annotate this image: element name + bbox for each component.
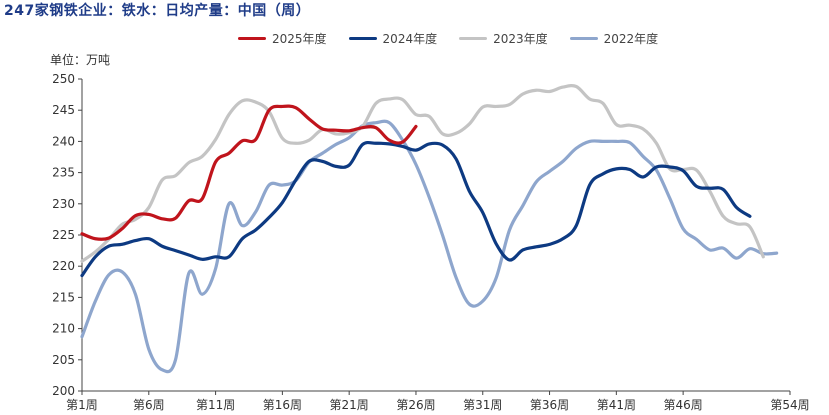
- x-tick-label: 第41周: [597, 398, 636, 412]
- legend-swatch-2024: [348, 37, 377, 40]
- y-tick-label: 225: [52, 228, 75, 242]
- y-tick-label: 200: [52, 384, 75, 398]
- legend-item-2022: 2022年度: [569, 30, 659, 47]
- legend-label-2023: 2023年度: [493, 32, 548, 46]
- y-tick-label: 245: [52, 103, 75, 117]
- x-tick-label: 第11周: [196, 398, 235, 412]
- series-line-2022: [80, 119, 779, 374]
- chart-legend: 2025年度 2024年度 2023年度 2022年度: [238, 30, 658, 47]
- y-tick-label: 250: [52, 72, 75, 86]
- legend-swatch-2023: [459, 37, 488, 40]
- x-tick-label: 第26周: [396, 398, 435, 412]
- y-tick-label: 215: [52, 290, 75, 304]
- x-tick-label: 第36周: [530, 398, 569, 412]
- x-tick-label: 第6周: [133, 398, 165, 412]
- x-tick-label: 第31周: [463, 398, 502, 412]
- series-line-2023: [80, 83, 765, 263]
- y-tick-label: 235: [52, 166, 75, 180]
- legend-item-2024: 2024年度: [348, 30, 438, 47]
- chart-title: 247家钢铁企业：铁水：日均产量：中国（周）: [4, 3, 311, 19]
- y-tick-label: 210: [52, 322, 75, 336]
- x-tick-label: 第16周: [263, 398, 302, 412]
- y-tick-label: 220: [52, 259, 75, 273]
- legend-swatch-2025: [238, 37, 266, 40]
- y-tick-label: 205: [52, 353, 75, 367]
- y-axis-unit-label: 单位：万吨: [50, 53, 111, 67]
- legend-label-2024: 2024年度: [382, 32, 438, 46]
- legend-label-2022: 2022年度: [603, 32, 659, 46]
- x-tick-label: 第54周: [770, 398, 809, 412]
- legend-item-2025: 2025年度: [238, 30, 327, 47]
- y-tick-label: 240: [52, 134, 75, 148]
- legend-item-2023: 2023年度: [459, 30, 548, 47]
- legend-swatch-2022: [569, 37, 598, 40]
- x-tick-label: 第46周: [663, 398, 702, 412]
- x-tick-label: 第1周: [66, 398, 98, 412]
- series-line-2025: [80, 104, 418, 241]
- x-tick-label: 第21周: [330, 398, 369, 412]
- y-tick-label: 230: [52, 197, 75, 211]
- legend-label-2025: 2025年度: [272, 32, 327, 46]
- series-line-2024: [80, 140, 752, 278]
